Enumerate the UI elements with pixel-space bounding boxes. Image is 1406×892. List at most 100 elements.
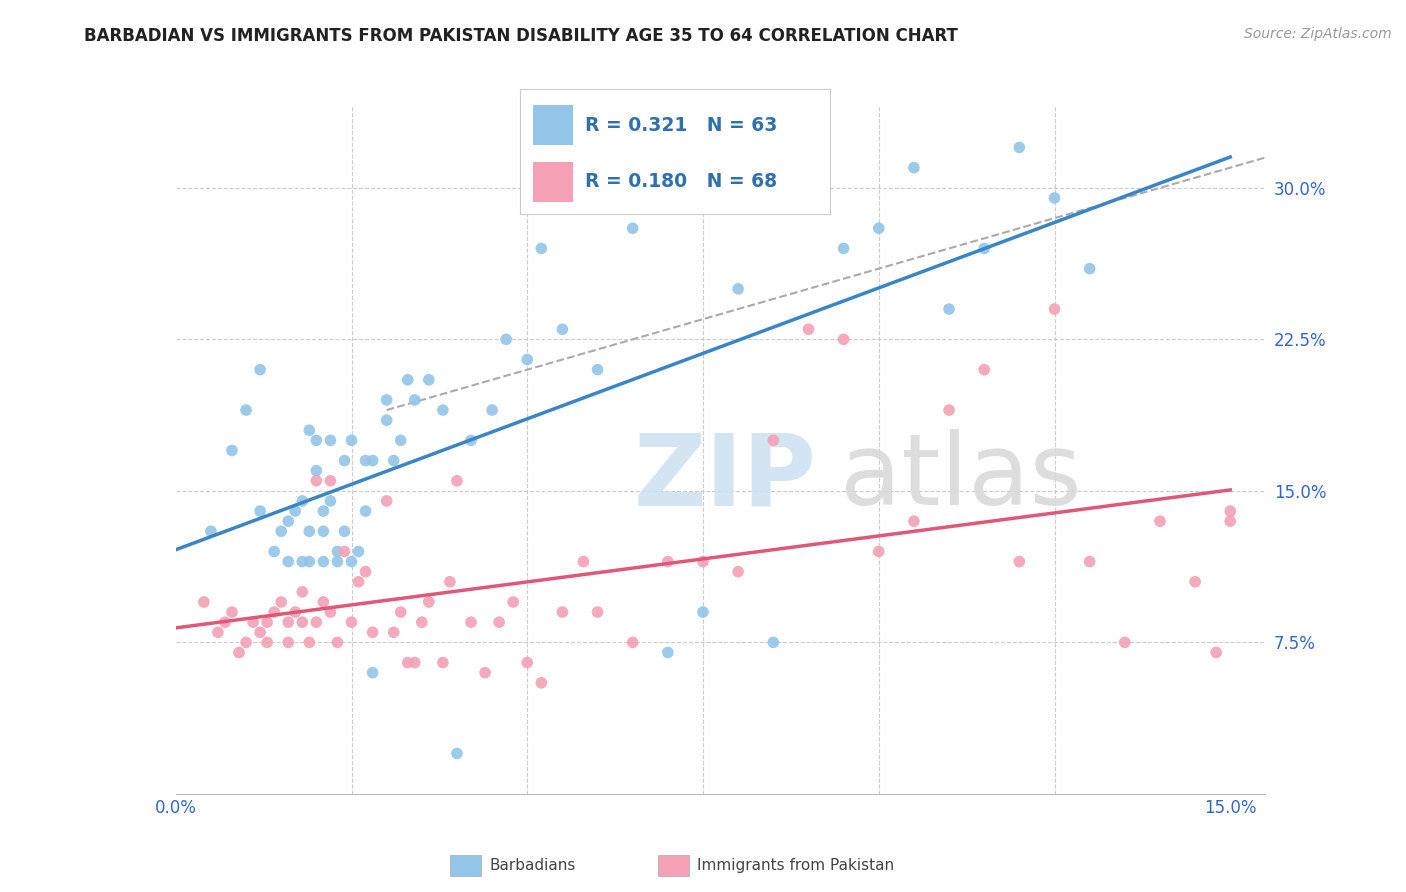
Point: [235, 635, 257, 649]
Text: R = 0.180   N = 68: R = 0.180 N = 68: [585, 172, 778, 191]
Point: [277, 514, 299, 528]
Point: [375, 392, 398, 407]
Point: [361, 665, 384, 680]
Point: [326, 555, 349, 569]
Point: [361, 625, 384, 640]
Point: [938, 403, 960, 417]
Point: [256, 615, 278, 630]
Point: [1184, 574, 1206, 589]
Point: [903, 514, 925, 528]
Point: [319, 494, 342, 508]
Point: [832, 242, 855, 256]
Text: Barbadians: Barbadians: [489, 858, 575, 872]
Point: [488, 615, 510, 630]
Point: [375, 494, 398, 508]
Point: [312, 524, 335, 539]
Point: [284, 504, 307, 518]
Point: [305, 464, 328, 478]
Bar: [533, 105, 572, 145]
Point: [516, 352, 538, 367]
Point: [868, 544, 890, 558]
Point: [418, 373, 440, 387]
Point: [298, 635, 321, 649]
Point: [340, 555, 363, 569]
Point: [375, 413, 398, 427]
Point: [284, 605, 307, 619]
Point: [354, 453, 377, 467]
Point: [418, 595, 440, 609]
Point: [291, 585, 314, 599]
Point: [361, 453, 384, 467]
Point: [692, 555, 714, 569]
Point: [460, 434, 482, 448]
Point: [551, 322, 574, 336]
Point: [291, 555, 314, 569]
Point: [1043, 301, 1066, 316]
Point: [354, 504, 377, 518]
Point: [692, 605, 714, 619]
Point: [333, 524, 356, 539]
Point: [214, 615, 236, 630]
Point: [389, 605, 412, 619]
Point: [621, 635, 644, 649]
Point: [938, 301, 960, 316]
Point: [762, 434, 785, 448]
Point: [1114, 635, 1136, 649]
Point: [432, 403, 454, 417]
Point: [439, 574, 461, 589]
Text: atlas: atlas: [841, 429, 1083, 526]
Point: [404, 656, 426, 670]
Point: [1078, 261, 1101, 276]
Point: [530, 242, 553, 256]
Point: [1219, 514, 1241, 528]
Point: [586, 605, 609, 619]
Point: [432, 656, 454, 670]
Text: R = 0.321   N = 63: R = 0.321 N = 63: [585, 116, 778, 135]
Point: [298, 555, 321, 569]
Point: [1043, 191, 1066, 205]
Point: [305, 615, 328, 630]
Point: [305, 474, 328, 488]
Point: [207, 625, 229, 640]
Point: [326, 635, 349, 649]
Point: [291, 494, 314, 508]
Point: [312, 595, 335, 609]
Point: [326, 544, 349, 558]
Point: [256, 635, 278, 649]
Point: [551, 605, 574, 619]
Point: [460, 615, 482, 630]
Point: [446, 474, 468, 488]
Point: [973, 242, 995, 256]
Point: [193, 595, 215, 609]
Point: [389, 434, 412, 448]
Point: [333, 453, 356, 467]
Point: [270, 595, 292, 609]
Point: [396, 373, 419, 387]
Point: [263, 544, 285, 558]
Point: [474, 665, 496, 680]
Point: [263, 605, 285, 619]
Point: [235, 403, 257, 417]
Point: [572, 555, 595, 569]
Point: [291, 615, 314, 630]
Point: [586, 362, 609, 376]
Point: [298, 423, 321, 437]
Point: [354, 565, 377, 579]
Point: [277, 555, 299, 569]
Point: [530, 675, 553, 690]
Point: [502, 595, 524, 609]
Point: [312, 555, 335, 569]
Point: [657, 645, 679, 659]
Point: [396, 656, 419, 670]
Point: [221, 605, 243, 619]
Point: [340, 434, 363, 448]
Point: [333, 544, 356, 558]
Point: [411, 615, 433, 630]
Text: Source: ZipAtlas.com: Source: ZipAtlas.com: [1244, 27, 1392, 41]
Point: [347, 544, 370, 558]
Point: [404, 392, 426, 407]
Point: [242, 615, 264, 630]
Point: [298, 524, 321, 539]
Text: BARBADIAN VS IMMIGRANTS FROM PAKISTAN DISABILITY AGE 35 TO 64 CORRELATION CHART: BARBADIAN VS IMMIGRANTS FROM PAKISTAN DI…: [84, 27, 959, 45]
Bar: [658, 855, 689, 876]
